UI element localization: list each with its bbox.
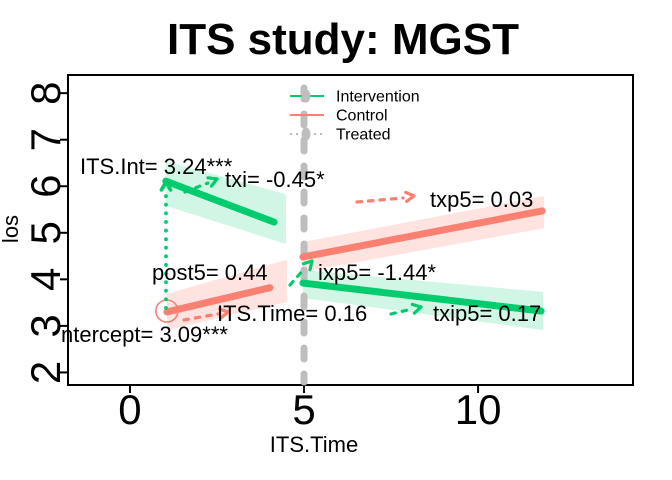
y-axis-tick-label: 3	[22, 314, 69, 337]
legend-label: Control	[336, 108, 388, 125]
ann-txp5: txp5= 0.03	[430, 187, 533, 212]
legend-item-treated: Treated	[290, 127, 391, 144]
legend-point-sample	[301, 89, 311, 103]
ann-its-int: ITS.Int= 3.24***	[80, 154, 233, 179]
ann-its-time: ITS.Time= 0.16	[217, 301, 367, 326]
plot-box	[67, 74, 634, 386]
ann-post5: post5= 0.44	[152, 260, 268, 285]
legend: Intervention Control Treated	[290, 89, 420, 144]
txp5-arrow-shaft	[355, 196, 405, 204]
txip5-arrow-shaft	[389, 307, 414, 316]
y-axis-tick-label: 6	[22, 175, 69, 198]
legend-label: Intervention	[336, 89, 420, 106]
x-axis-tick-label: 10	[455, 386, 502, 433]
y-axis-tick-label: 7	[22, 128, 69, 151]
ixp5-arrow-head-1	[301, 259, 314, 266]
chart-title: ITS study: MGST	[167, 15, 519, 64]
ann-txi: txi= -0.45*	[225, 167, 325, 192]
ann-intercept: ntercept= 3.09***	[61, 322, 228, 347]
fitted-line-intervention-pre	[162, 177, 278, 226]
x-axis-tick-label: 0	[118, 386, 141, 433]
legend-label: Treated	[336, 127, 391, 144]
txi-arrow-head-1	[206, 176, 219, 181]
ann-txip5: txip5= 0.17	[433, 301, 541, 326]
its-time-arrow-shaft	[182, 312, 220, 322]
fitted-line-intervention-post	[299, 279, 545, 315]
y-axis-tick-label: 4	[22, 268, 69, 291]
legend-item-intervention: Intervention	[290, 89, 420, 106]
x-axis-label: ITS.Time	[270, 432, 358, 457]
y-axis-tick-label: 8	[22, 81, 69, 104]
y-axis-tick-label: 2	[22, 361, 69, 384]
y-axis-tick-label: 5	[22, 221, 69, 244]
ixp5-arrow-shaft	[288, 266, 307, 287]
ann-ixp5: ixp5= -1.44*	[318, 260, 436, 285]
txi-arrow-shaft	[183, 181, 210, 194]
txip5-arrow-head-1	[410, 302, 423, 309]
x-axis-tick-label: 5	[292, 386, 315, 433]
y-axis-label: los	[0, 215, 23, 243]
legend-item-control: Control	[290, 108, 388, 125]
fitted-line-control-post	[299, 207, 546, 261]
txp5-arrow-head-1	[404, 190, 416, 198]
fitted-line-control-pre	[163, 284, 274, 316]
legend-point-sample	[301, 127, 311, 141]
its-time-arrow-head-1	[217, 307, 230, 314]
its-int-arrow-head-1	[159, 180, 168, 192]
